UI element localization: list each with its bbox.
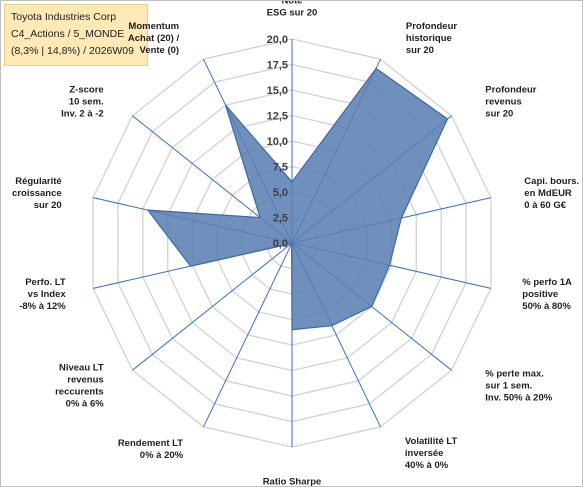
title-line-1: Toyota Industries Corp — [11, 11, 117, 23]
axis-label: Z-score 10 sem. Inv. 2 à -2 — [61, 84, 104, 119]
radar-series — [146, 67, 449, 331]
tick-label: 10,0 — [267, 136, 288, 148]
radar-axis-labels: Note ESG sur 20 Profondeur historique sur 20… — [12, 1, 579, 486]
axis-label: Momentum Achat (20) / Vente (0) — [128, 21, 180, 56]
axis-label: Niveau LT revenus reccurents 0% à 6% — [55, 363, 104, 410]
title-line-2: C4_Actions / 5_MONDE — [11, 28, 125, 40]
tick-label: 15,0 — [267, 85, 288, 97]
axis-label: Volatilité LT inversée 40% à 0% — [405, 436, 458, 471]
axis-label: Profondeur revenus sur 20 — [485, 84, 536, 119]
axis-label: Rendement LT 0% à 20% — [118, 438, 184, 461]
radar-tick-labels: 0,0 2,5 5,0 7,5 10,0 12,5 15,0 17,5 20,0 — [267, 34, 288, 250]
axis-label: Ratio Sharpe0 à 1 — [263, 477, 322, 487]
tick-label: 2,5 — [273, 213, 288, 225]
axis-label: Régularité croissance sur 20 — [12, 176, 62, 211]
axis-label: Note ESG sur 20 — [267, 1, 318, 19]
tick-label: 5,0 — [273, 187, 288, 199]
axis-label: % perte max. sur 1 sem. Inv. 50% à 20% — [485, 369, 552, 404]
tick-label: 7,5 — [273, 162, 288, 174]
tick-label: 0,0 — [273, 238, 288, 250]
tick-label: 12,5 — [267, 111, 288, 123]
axis-label: Capi. bours. en MdEUR 0 à 60 G€ — [524, 176, 579, 211]
axis-spoke-9 — [132, 242, 293, 371]
axis-spoke-8 — [203, 242, 293, 428]
axis-label: % perfo 1A positive 50% à 80% — [522, 277, 572, 312]
tick-label: 20,0 — [267, 34, 288, 46]
series-area — [146, 67, 449, 331]
axis-label: Perfo. LT vs Index -8% à 12% — [19, 277, 66, 312]
title-line-3: (8,3% | 14,8%) / 2026W09 — [11, 45, 134, 57]
tick-label: 17,5 — [267, 60, 288, 72]
chart-title-box: Toyota Industries Corp C4_Actions / 5_MO… — [4, 4, 148, 66]
axis-label: Profondeur historique sur 20 — [406, 21, 457, 56]
